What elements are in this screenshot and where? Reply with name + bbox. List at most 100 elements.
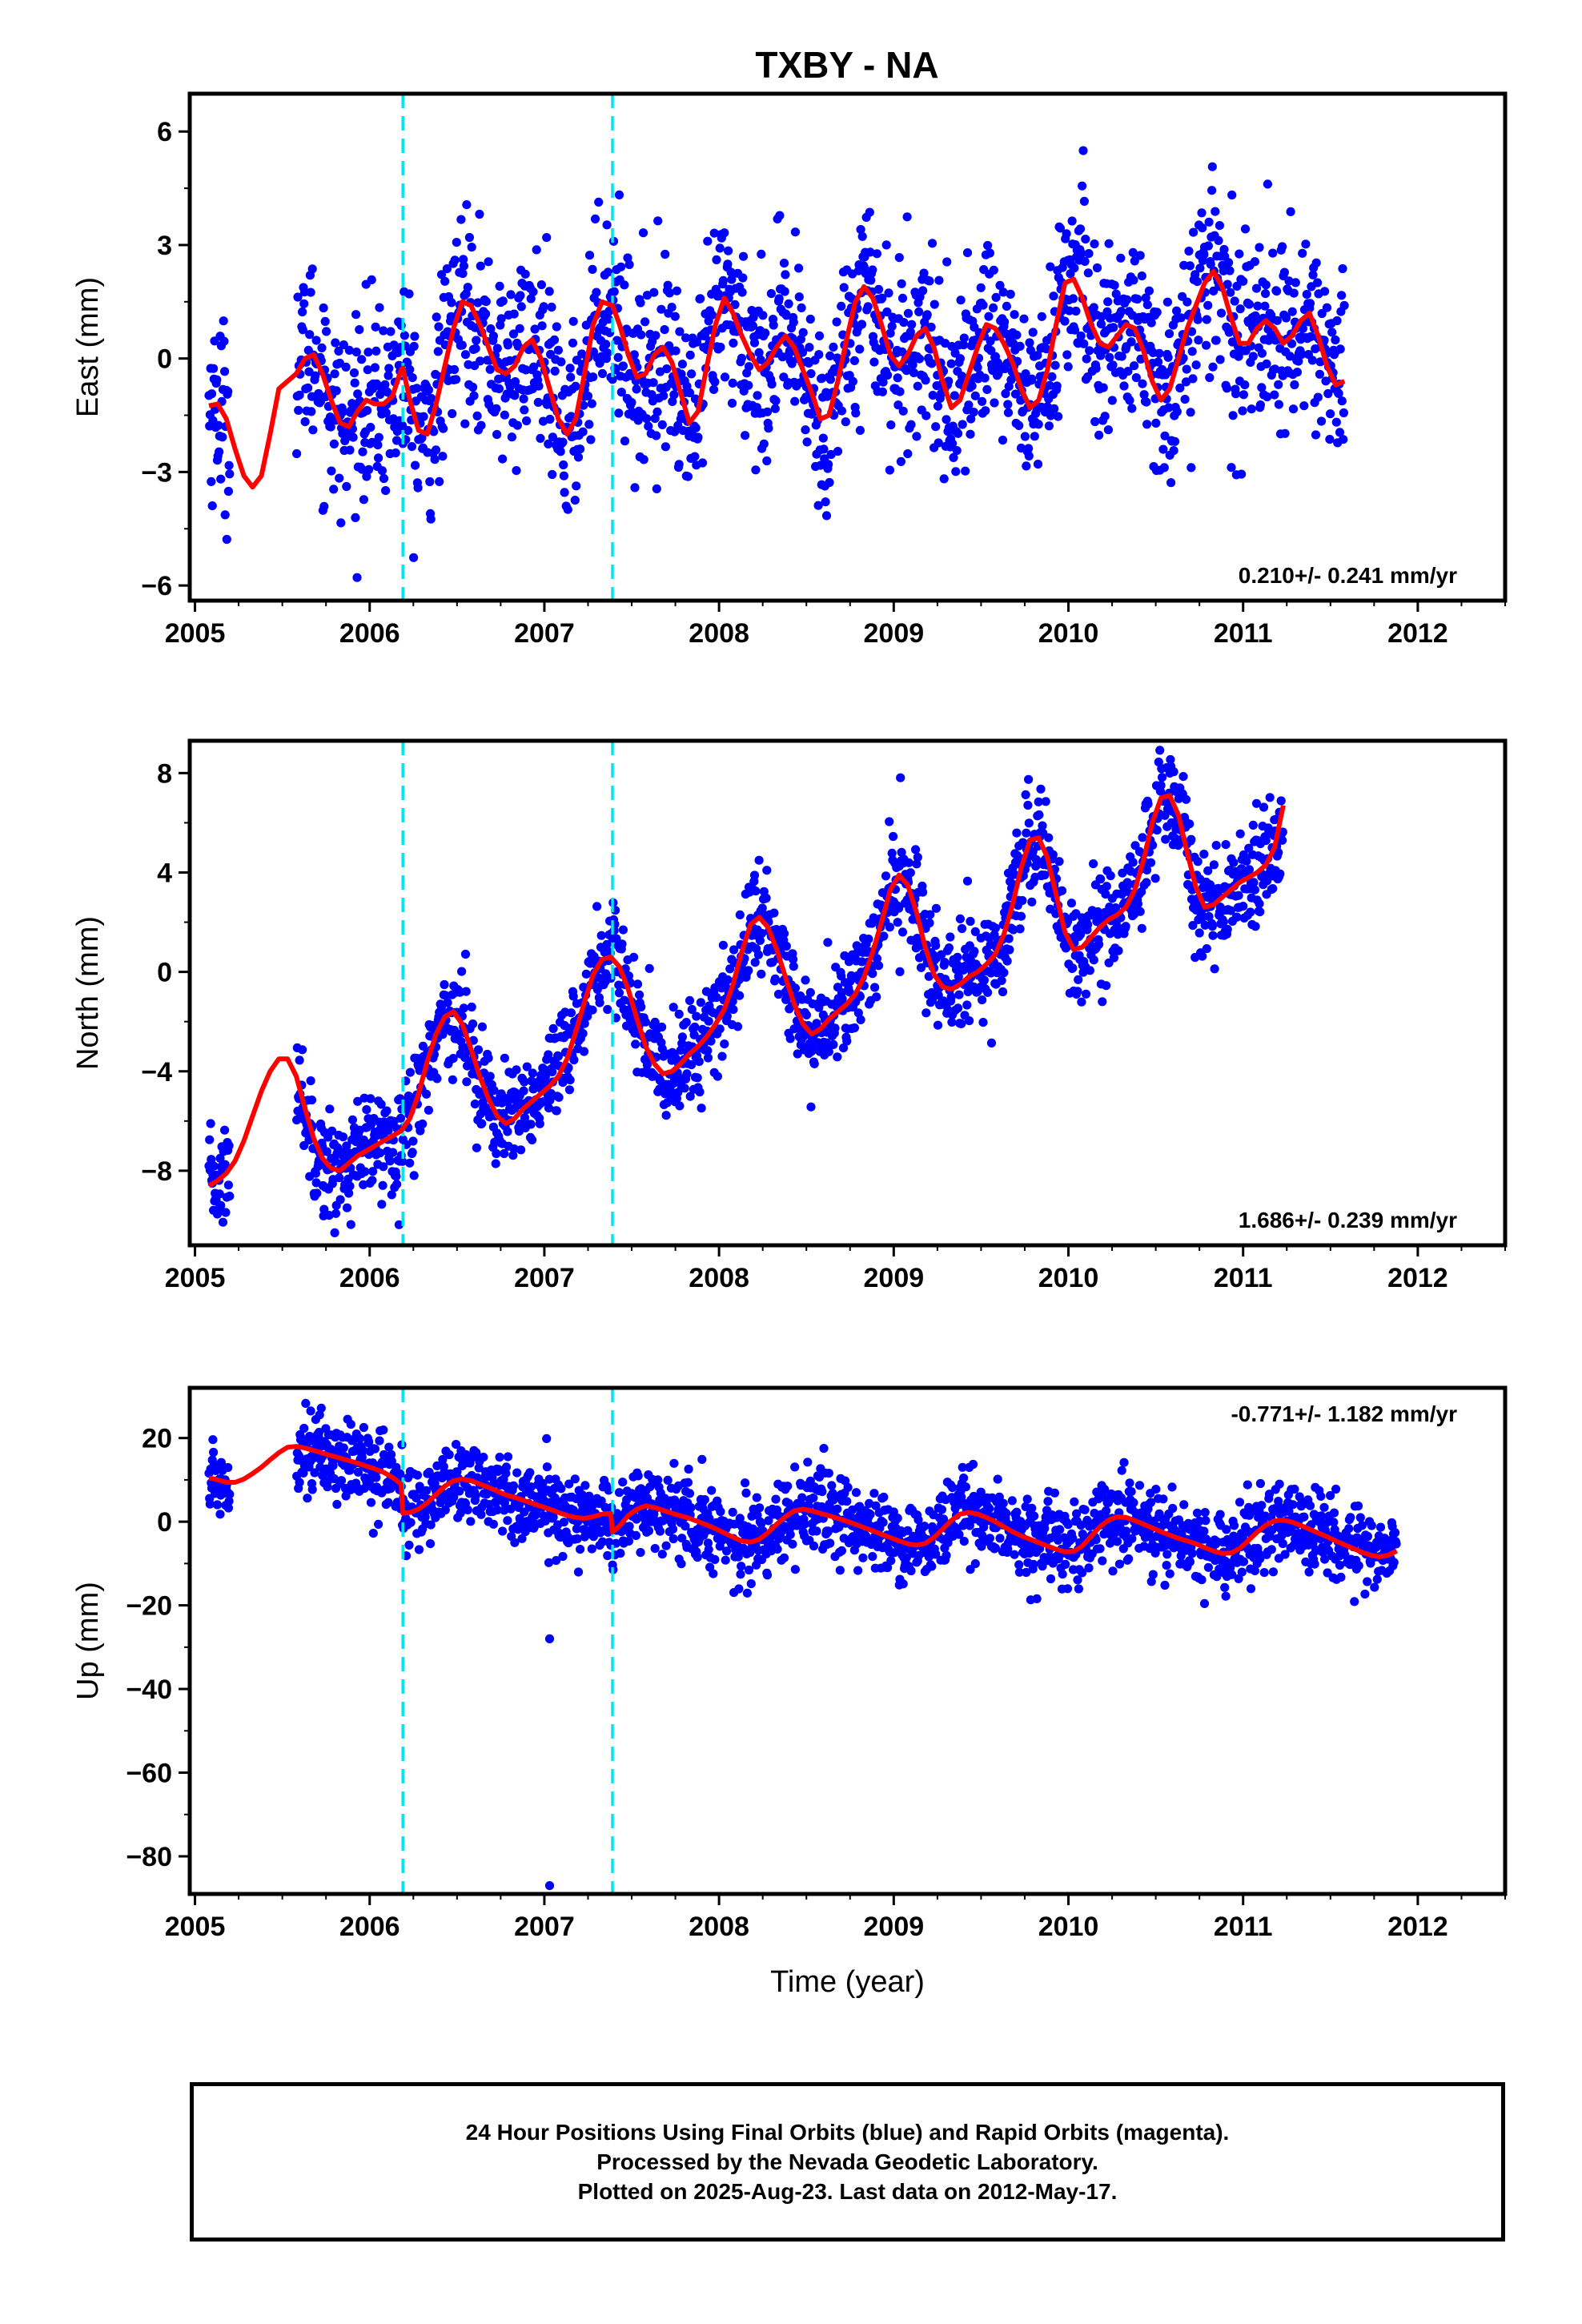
east-data-point — [969, 407, 978, 417]
east-data-point — [685, 388, 695, 398]
up-data-point — [208, 1435, 218, 1445]
east-data-point — [883, 370, 893, 380]
east-data-point — [1313, 392, 1323, 402]
north-data-point — [849, 1023, 859, 1033]
north-data-point — [1472, 0, 1480, 5]
north-data-point — [1419, 0, 1428, 5]
east-data-point — [898, 406, 908, 416]
north-data-point — [1472, 0, 1481, 5]
north-data-point — [418, 1119, 428, 1129]
north-data-point — [396, 1113, 406, 1123]
east-data-point — [707, 310, 717, 320]
north-data-point — [1142, 878, 1151, 887]
east-data-point — [958, 420, 967, 429]
east-data-point — [1128, 247, 1138, 257]
up-data-point — [432, 1461, 442, 1470]
east-data-point — [472, 336, 481, 345]
north-data-point — [682, 1069, 692, 1079]
east-data-point — [939, 474, 949, 484]
north-data-point — [1377, 0, 1386, 5]
north-data-point — [1336, 0, 1345, 5]
north-data-point — [753, 950, 764, 959]
east-data-point — [1044, 421, 1054, 431]
north-data-point — [1338, 0, 1347, 5]
north-data-point — [1250, 885, 1259, 895]
north-data-point — [375, 1148, 385, 1158]
east-data-point — [1227, 190, 1237, 200]
up-data-point — [412, 1494, 421, 1503]
north-data-point — [955, 914, 965, 923]
north-data-point — [1355, 0, 1364, 5]
east-data-point — [1367, 0, 1376, 5]
north-data-point — [757, 969, 766, 979]
east-data-point — [1431, 0, 1439, 5]
north-data-point — [954, 990, 964, 999]
north-data-point — [1388, 0, 1397, 5]
north-data-point — [1423, 0, 1432, 5]
north-data-point — [1473, 0, 1482, 5]
north-data-point — [1281, 0, 1290, 5]
east-data-point — [1109, 323, 1118, 332]
east-data-point — [1419, 0, 1428, 5]
north-data-point — [685, 995, 695, 1005]
east-data-point — [1232, 281, 1242, 291]
east-data-point — [1435, 0, 1443, 5]
east-data-point — [300, 417, 310, 427]
east-data-point — [1401, 0, 1410, 5]
east-data-point — [222, 534, 231, 545]
north-data-point — [1360, 0, 1369, 5]
east-data-point — [1446, 0, 1455, 5]
north-data-point — [1048, 850, 1058, 859]
east-data-point — [1388, 0, 1397, 5]
north-data-point — [927, 987, 937, 998]
north-data-point — [1121, 922, 1130, 931]
east-data-point — [1356, 0, 1365, 5]
north-data-point — [905, 868, 915, 878]
north-data-point — [911, 845, 921, 854]
north-data-point — [1102, 882, 1111, 891]
north-data-point — [1480, 0, 1488, 5]
up-data-point — [479, 1453, 488, 1462]
east-data-point — [345, 445, 355, 455]
east-data-point — [744, 362, 754, 372]
east-data-point — [620, 436, 630, 446]
north-data-point — [1461, 0, 1470, 5]
up-data-point — [488, 1519, 499, 1529]
east-data-point — [218, 432, 227, 442]
north-data-point — [927, 995, 938, 1005]
north-data-point — [1370, 0, 1379, 5]
north-data-point — [1041, 797, 1050, 806]
east-data-point — [1379, 0, 1387, 5]
east-data-point — [1270, 390, 1279, 400]
north-data-point — [1353, 0, 1362, 5]
north-data-point — [1466, 0, 1475, 5]
north-data-point — [331, 1156, 340, 1166]
east-data-point — [912, 432, 921, 441]
north-data-point — [1460, 0, 1469, 5]
east-data-point — [1433, 0, 1442, 5]
east-data-point — [1022, 461, 1031, 471]
north-data-point — [1093, 907, 1102, 917]
east-data-point — [893, 400, 903, 410]
east-data-point — [1359, 0, 1368, 5]
north-data-point — [1181, 794, 1191, 804]
north-data-point — [1361, 0, 1370, 5]
east-data-point — [1405, 0, 1414, 5]
north-data-point — [1455, 0, 1464, 5]
east-data-point — [362, 472, 371, 481]
east-data-point — [1476, 0, 1484, 5]
east-data-point — [1019, 314, 1029, 324]
up-data-point — [374, 1519, 383, 1529]
north-data-point — [1235, 829, 1245, 838]
east-data-point — [1339, 408, 1348, 418]
north-data-point — [1209, 860, 1219, 870]
east-data-point — [833, 447, 843, 456]
east-data-point — [1000, 317, 1010, 327]
east-data-point — [1392, 0, 1401, 5]
east-data-point — [1227, 463, 1236, 472]
east-data-point — [1202, 340, 1211, 350]
east-data-point — [1429, 0, 1438, 5]
north-data-point — [1305, 0, 1314, 5]
east-data-point — [1052, 381, 1062, 391]
east-data-point — [829, 342, 838, 352]
